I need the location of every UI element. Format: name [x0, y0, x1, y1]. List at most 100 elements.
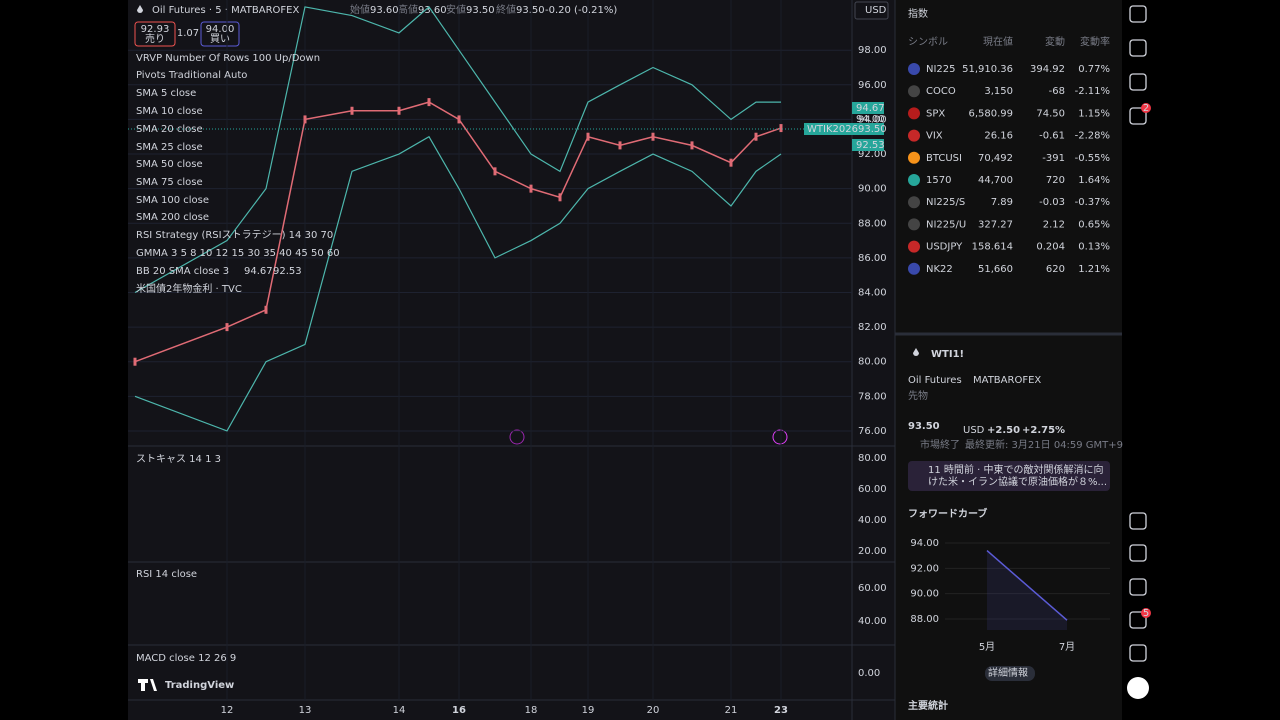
news-box[interactable]: [908, 461, 1110, 491]
symbol: NK22: [926, 264, 953, 275]
candle: [586, 132, 590, 141]
candle: [457, 115, 461, 124]
logo-icon: [138, 679, 157, 691]
y-tick-label: 94.00: [910, 538, 939, 549]
y-tick-label: 84.00: [858, 287, 887, 298]
badge: [852, 102, 884, 114]
symbol: BTCUSI: [926, 153, 962, 164]
indicator-label: Pivots Traditional Auto: [136, 70, 247, 81]
column-head: 現在値: [983, 35, 1013, 48]
change: -391: [1042, 153, 1065, 164]
change-pct: -0.55%: [1075, 153, 1110, 164]
pane-label: RSI 14 close: [136, 569, 197, 580]
pane-tick: 0.00: [858, 668, 880, 679]
x-tick-label: 7月: [1059, 641, 1075, 653]
badge-text: 94.00: [856, 114, 885, 125]
sidebar-icon[interactable]: [1129, 73, 1147, 91]
currency-box[interactable]: [854, 1, 889, 20]
indicator-label: 米国債2年物金利 · TVC: [136, 282, 242, 295]
x-tick-label: 20: [647, 705, 660, 716]
y-tick-label: 88.00: [858, 218, 887, 229]
chart-bg: [128, 0, 895, 720]
indicator-label: SMA 200 close: [136, 212, 209, 223]
indicator-label: SMA 75 close: [136, 177, 203, 188]
symbol-icon: [908, 151, 920, 164]
x-tick-label: 18: [525, 705, 538, 716]
series-line: [134, 6, 781, 294]
event-icon[interactable]: [772, 429, 788, 445]
price: 44,700: [978, 175, 1013, 186]
indicator-label: GMMA 3 5 8 10 12 15 30 35 40 45 50 60: [136, 248, 340, 259]
badge-count: 2: [1143, 103, 1149, 114]
symbol-icon: [908, 218, 920, 231]
badge-text: 92.53: [856, 140, 885, 151]
x-tick-label: 19: [582, 705, 595, 716]
more-button[interactable]: [985, 666, 1035, 681]
symbol: NI225: [926, 64, 956, 75]
x-tick-label: 12: [221, 705, 234, 716]
indicator-label: SMA 10 close: [136, 106, 203, 117]
sidebar-icon[interactable]: [1129, 107, 1147, 125]
ohlc-value: 93.60: [418, 5, 447, 16]
buy-button[interactable]: [200, 21, 240, 47]
pane-label: ストキャス 14 1 3: [136, 454, 221, 465]
change-pct: -2.28%: [1075, 131, 1110, 142]
symbol-icon: [908, 107, 920, 120]
x-tick-label: 5月: [979, 641, 995, 653]
y-tick-label: 78.00: [858, 391, 887, 402]
candle: [558, 193, 562, 202]
detail-name: Oil Futures: [908, 375, 962, 386]
sidebar-icon[interactable]: [1129, 644, 1147, 662]
pane-label: MACD close 12 26 9: [136, 653, 236, 664]
badge-text: 94.67: [856, 103, 885, 114]
pane-tick: 60.00: [858, 583, 887, 594]
price: 26.16: [984, 131, 1013, 142]
price: 51,910.36: [962, 64, 1013, 75]
pane-tick: 80.00: [858, 453, 887, 464]
change: -68: [1049, 86, 1065, 97]
sidebar-icon[interactable]: [1129, 512, 1147, 530]
sell-button[interactable]: [134, 21, 176, 47]
change: -0.20 (-0.21%): [545, 5, 617, 16]
series-line: [986, 550, 1068, 621]
event-icon[interactable]: [509, 429, 525, 445]
badge: [852, 139, 884, 151]
change: 720: [1046, 175, 1065, 186]
ohlc-label: 始値: [350, 3, 370, 16]
x-tick-label: 21: [725, 705, 738, 716]
symbol: USDJPY: [926, 242, 963, 253]
symbol: Oil Futures · 5 · MATBAROFEX: [152, 5, 299, 16]
y-tick-label: 82.00: [858, 322, 887, 333]
side-panel: [895, 0, 1122, 720]
series-line: [134, 135, 782, 432]
badge: [1141, 103, 1151, 113]
pane-tick: 60.00: [858, 484, 887, 495]
candle: [690, 141, 694, 150]
sell-label: 売り: [145, 32, 165, 45]
pane-tick: 40.00: [858, 616, 887, 627]
indicator-label: SMA 100 close: [136, 195, 209, 206]
change: 2.12: [1043, 219, 1065, 230]
buy-label: 買い: [210, 33, 230, 45]
sidebar-icon[interactable]: [1129, 544, 1147, 562]
candle: [754, 132, 758, 141]
badge-text: WTIK2026: [807, 124, 858, 135]
sidebar-icon[interactable]: [1129, 611, 1147, 629]
indicator-label: RSI Strategy (RSIストラテジー) 14 30 70: [136, 229, 333, 241]
sidebar-icon[interactable]: [1129, 39, 1147, 57]
y-tick-label: 88.00: [910, 614, 939, 625]
detail-unit: USD: [963, 425, 985, 436]
price: 6,580.99: [968, 108, 1013, 119]
sidebar-icon[interactable]: [1129, 578, 1147, 596]
price: 7.89: [991, 197, 1013, 208]
y-tick-label: 94.00: [858, 114, 887, 125]
price: 3,150: [984, 86, 1013, 97]
change-pct: -2.11%: [1075, 86, 1110, 97]
y-tick-label: 90.00: [910, 589, 939, 600]
series-line: [134, 101, 782, 363]
apps-icon[interactable]: [1127, 677, 1149, 699]
sidebar-icon[interactable]: [1129, 5, 1147, 23]
candle: [493, 167, 497, 176]
change-pct: 0.13%: [1078, 242, 1110, 253]
y-tick-label: 76.00: [858, 426, 887, 437]
